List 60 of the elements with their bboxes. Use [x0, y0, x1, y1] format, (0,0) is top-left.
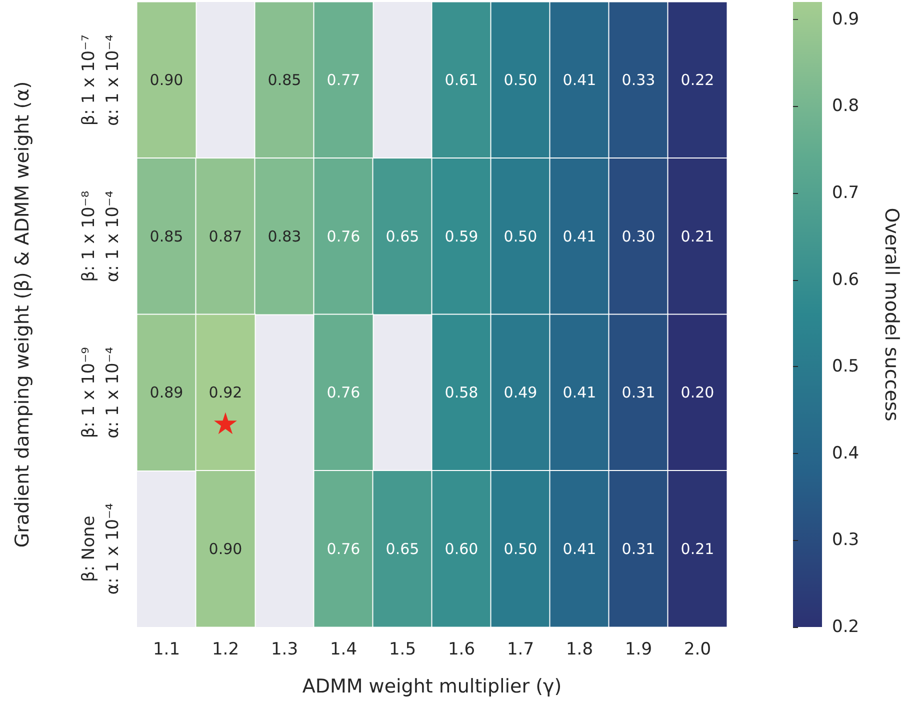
- data-label: 0.58: [444, 384, 478, 402]
- data-label: 0.50: [504, 540, 538, 558]
- x-tick-label: 1.3: [270, 640, 298, 660]
- data-label: 0.21: [680, 227, 714, 246]
- x-tick-label: 1.4: [330, 640, 358, 660]
- data-label: 0.41: [562, 540, 596, 558]
- data-label: 0.76: [326, 384, 360, 402]
- y-tick-label: β: 1 x 10⁻⁹ α: 1 x 10⁻⁴: [79, 346, 123, 438]
- data-label: 0.90: [150, 71, 184, 90]
- data-label: 0.83: [268, 227, 302, 246]
- x-tick-label: 1.6: [448, 640, 476, 660]
- data-label: 0.21: [680, 540, 714, 558]
- annotation: ★: [212, 407, 239, 442]
- color-bar-title: Overall model success: [880, 208, 902, 422]
- data-label: 0.30: [622, 227, 656, 246]
- data-label: 0.33: [622, 71, 656, 90]
- data-label: 0.76: [326, 227, 360, 246]
- data-label: 0.41: [562, 384, 596, 402]
- color-bar-label: 0.9: [832, 9, 860, 30]
- data-label: 0.50: [504, 71, 538, 90]
- data-label: 0.22: [680, 71, 714, 90]
- x-tick-label: 1.8: [566, 640, 594, 660]
- y-tick-label: β: 1 x 10⁻⁷ α: 1 x 10⁻⁴: [79, 34, 123, 126]
- data-label: 0.85: [150, 227, 184, 246]
- data-label: 0.20: [680, 384, 714, 402]
- x-tick-label: 1.1: [152, 640, 180, 660]
- y-tick-label: β: None α: 1 x 10⁻⁴: [79, 502, 123, 595]
- data-label: 0.85: [268, 71, 302, 90]
- data-label: 0.31: [622, 384, 656, 402]
- color-bar-label: 0.2: [832, 617, 860, 637]
- data-label: 0.41: [562, 71, 596, 90]
- data-label: 0.49: [504, 384, 538, 402]
- data-label: 0.90: [208, 540, 242, 558]
- y-tick-label: β: 1 x 10⁻⁸ α: 1 x 10⁻⁴: [79, 190, 123, 282]
- data-label: 0.65: [386, 540, 420, 558]
- x-tick-label: 1.9: [624, 640, 652, 660]
- data-label: 0.50: [504, 227, 538, 246]
- x-tick-label: 1.2: [212, 640, 240, 660]
- data-label: 0.61: [444, 71, 478, 90]
- x-axis-title: ADMM weight multiplier (γ): [302, 676, 562, 698]
- color-bar-label: 0.7: [832, 182, 860, 203]
- color-bar-label: 0.8: [832, 96, 860, 116]
- data-label: 0.76: [326, 540, 360, 558]
- data-label: 0.87: [208, 227, 242, 246]
- data-label: 0.60: [444, 540, 478, 558]
- y-axis-title: Gradient damping weight (β) & ADMM weight (α): [12, 81, 34, 548]
- x-tick-label: 1.5: [388, 640, 416, 660]
- data-label: 0.89: [150, 384, 184, 402]
- color-bar-label: 0.4: [832, 443, 860, 464]
- data-label: 0.77: [326, 71, 360, 90]
- color-bar-label: 0.6: [832, 270, 860, 290]
- x-tick-label: 1.7: [506, 640, 534, 660]
- data-label: 0.59: [444, 227, 478, 246]
- data-label: 0.41: [562, 227, 596, 246]
- data-label: 0.65: [386, 227, 420, 246]
- x-tick-label: 2.0: [684, 640, 712, 660]
- data-label: 0.92: [208, 384, 242, 402]
- color-bar-label: 0.3: [832, 530, 860, 550]
- data-label: 0.31: [622, 540, 656, 558]
- color-bar-label: 0.5: [832, 356, 860, 377]
